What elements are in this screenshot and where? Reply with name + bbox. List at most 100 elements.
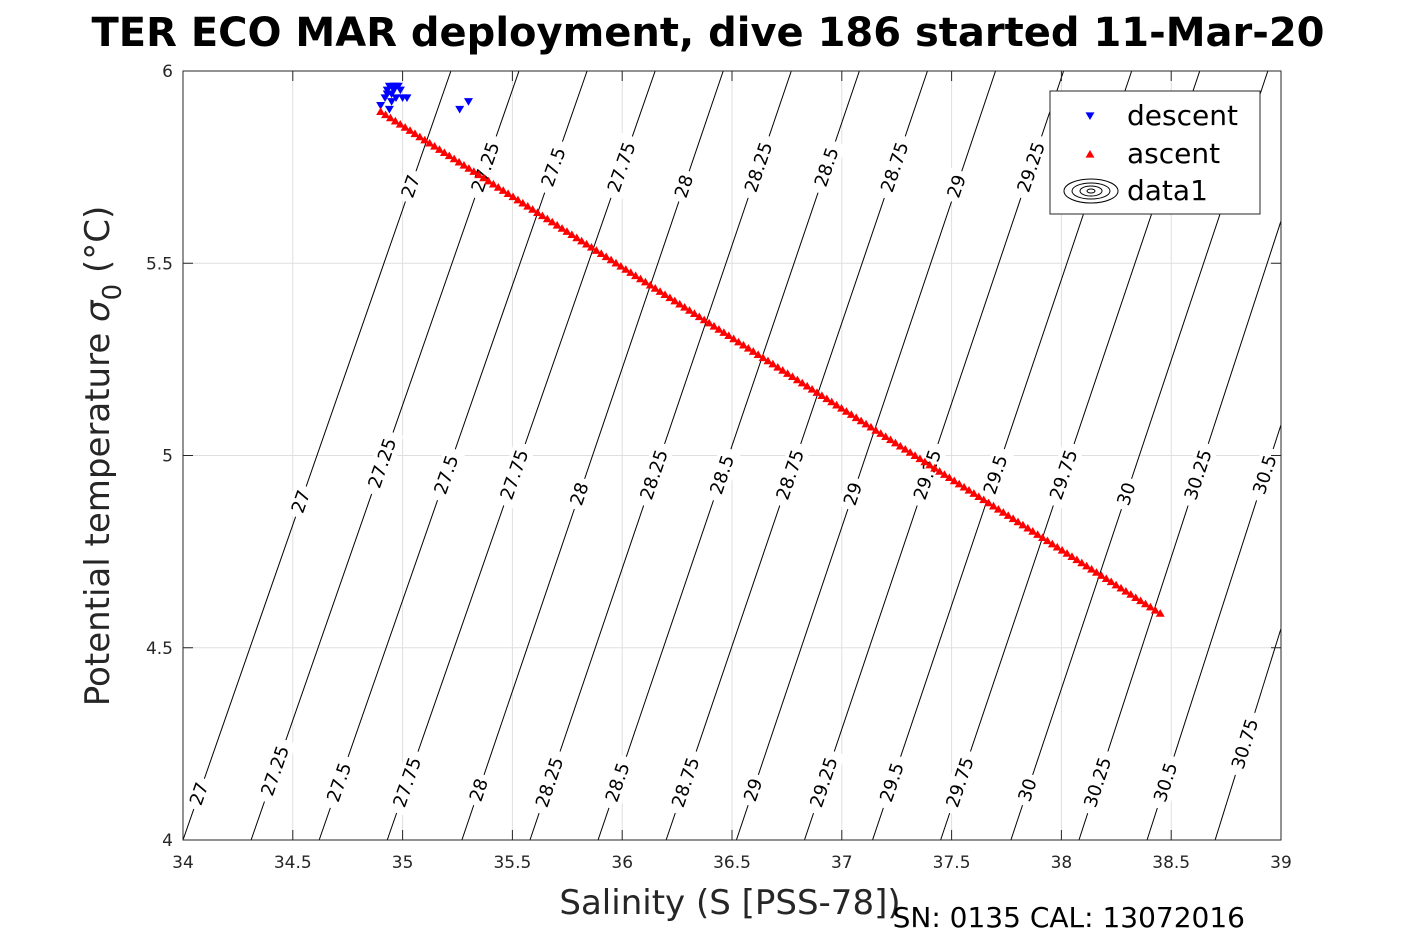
ascent-point bbox=[964, 486, 974, 494]
legend-contour-marker bbox=[1063, 178, 1119, 204]
contour-label-bg bbox=[1077, 748, 1119, 817]
ascent-point bbox=[645, 280, 655, 289]
ascent-point bbox=[851, 413, 861, 422]
ascent-point bbox=[1101, 574, 1111, 583]
y-label-unit: (°C) bbox=[78, 206, 118, 284]
contour-label-bg bbox=[361, 428, 404, 498]
ascent-point bbox=[704, 318, 714, 327]
ascent-point bbox=[1150, 605, 1160, 614]
ascent-point bbox=[1023, 523, 1033, 532]
ascent-point bbox=[694, 312, 704, 321]
ascent-point bbox=[949, 476, 959, 485]
ascent-point bbox=[876, 429, 886, 437]
ascent-point bbox=[420, 135, 430, 144]
y-tick-label: 4.5 bbox=[146, 639, 173, 659]
ascent-point bbox=[400, 123, 410, 131]
ascent-point bbox=[523, 201, 533, 210]
ascent-point bbox=[1111, 580, 1121, 589]
ascent-point bbox=[567, 230, 577, 239]
ascent-point bbox=[763, 356, 773, 365]
ascent-point bbox=[812, 388, 822, 396]
y-label-sigma: σ bbox=[78, 299, 118, 322]
ascent-point bbox=[1067, 552, 1077, 560]
descent-point bbox=[376, 102, 386, 110]
ascent-point bbox=[528, 205, 538, 213]
contour-label-bg bbox=[600, 132, 643, 202]
ascent-point bbox=[631, 271, 641, 280]
contour-label-bg bbox=[493, 440, 536, 510]
y-tick-label: 5 bbox=[162, 447, 173, 467]
ascent-point bbox=[827, 397, 837, 406]
ascent-point bbox=[974, 492, 984, 500]
ascent-point bbox=[552, 220, 562, 229]
contour-label-bg bbox=[873, 132, 916, 202]
ascent-point bbox=[743, 344, 753, 352]
chart-title: TER ECO MAR deployment, dive 186 started… bbox=[91, 10, 1324, 56]
ascent-point bbox=[797, 378, 807, 387]
contour-label-bg bbox=[769, 440, 812, 510]
ascent-point bbox=[611, 258, 621, 267]
ascent-point bbox=[513, 195, 523, 204]
ascent-point bbox=[376, 107, 386, 115]
legend-box bbox=[1049, 90, 1261, 215]
ascent-point bbox=[444, 151, 454, 160]
y-label-main: Potential temperature bbox=[78, 322, 118, 706]
ascent-point bbox=[1028, 527, 1038, 535]
ascent-point bbox=[886, 435, 896, 444]
ascent-point bbox=[562, 227, 572, 235]
ascent-point bbox=[866, 422, 876, 431]
y-tick-label: 6 bbox=[162, 62, 173, 82]
ascent-point bbox=[954, 479, 964, 488]
ascent-point bbox=[640, 277, 650, 286]
ascent-point bbox=[841, 407, 851, 415]
contour-label-bg bbox=[664, 748, 707, 817]
contour-label-bg bbox=[534, 138, 573, 197]
ascent-point bbox=[1087, 564, 1097, 573]
ascent-point bbox=[601, 252, 611, 261]
contour-label-bg bbox=[1246, 445, 1281, 504]
ascent-point bbox=[944, 473, 954, 482]
ascent-point bbox=[881, 432, 891, 441]
descent-point bbox=[393, 82, 403, 91]
ascent-point bbox=[459, 160, 469, 169]
descent-point bbox=[395, 86, 405, 95]
ascent-point bbox=[969, 489, 979, 497]
ascent-point bbox=[1082, 561, 1092, 570]
ascent-point bbox=[787, 372, 797, 381]
ascent-point bbox=[479, 173, 489, 182]
ascent-point bbox=[979, 495, 989, 504]
ascent-point bbox=[993, 504, 1003, 513]
contour-label-bg bbox=[941, 167, 973, 206]
ascent-point bbox=[1042, 536, 1052, 545]
ascent-point bbox=[390, 116, 400, 125]
ascent-point bbox=[493, 183, 503, 191]
ascent-point bbox=[680, 302, 690, 311]
ascent-point bbox=[1057, 545, 1067, 554]
ascent-point bbox=[1047, 539, 1057, 548]
ascent-point bbox=[542, 214, 552, 223]
contour-label-bg bbox=[183, 775, 215, 813]
x-axis-label: Salinity (S [PSS-78]) bbox=[559, 883, 900, 923]
ascent-point bbox=[915, 454, 925, 463]
descent-point bbox=[391, 94, 401, 102]
ascent-point bbox=[488, 179, 498, 188]
ascent-point bbox=[621, 265, 631, 273]
footer-serial-calibration: SN: 0135 CAL: 13072016 bbox=[893, 901, 1245, 934]
ascent-point bbox=[783, 369, 793, 377]
contour-label-bg bbox=[463, 771, 495, 809]
ascent-point bbox=[837, 403, 847, 412]
x-tick-label: 39 bbox=[1270, 853, 1292, 873]
ascent-point bbox=[920, 457, 930, 466]
contour-line bbox=[1078, 220, 1281, 840]
ascent-point bbox=[449, 154, 459, 163]
contour-label-bg bbox=[254, 736, 297, 806]
ascent-point bbox=[1121, 587, 1131, 595]
ascent-point bbox=[670, 296, 680, 305]
ascent-point bbox=[900, 444, 910, 453]
ascent-point bbox=[689, 309, 699, 317]
descent-point bbox=[455, 105, 465, 114]
contour-label-bg bbox=[427, 445, 466, 504]
ascent-point bbox=[758, 353, 768, 362]
legend-label: data1 bbox=[1127, 174, 1208, 207]
ascent-point bbox=[890, 438, 900, 447]
